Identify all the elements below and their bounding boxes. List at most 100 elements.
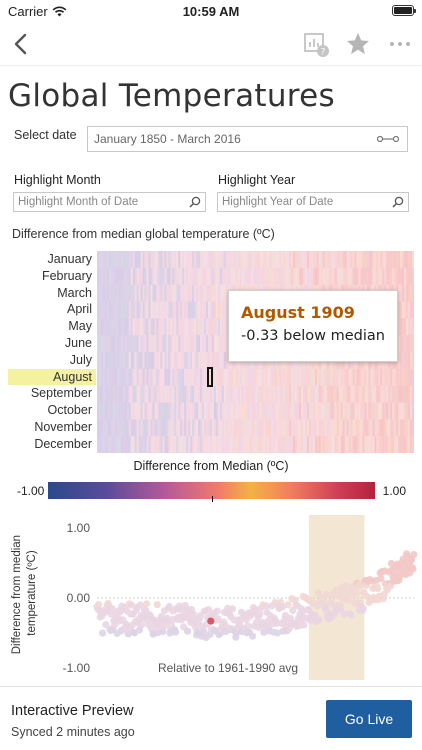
heatmap-cell	[259, 251, 263, 269]
heatmap-cell	[158, 251, 161, 269]
heatmap-cell	[322, 402, 326, 420]
heatmap-cell	[225, 419, 229, 437]
date-range-filter[interactable]: January 1850 - March 2016	[87, 126, 408, 152]
heatmap-cell	[158, 352, 161, 370]
heatmap-cell	[122, 301, 126, 319]
heatmap-cell	[118, 385, 122, 404]
heatmap-cell	[360, 251, 364, 269]
more-button[interactable]	[386, 30, 414, 58]
heatmap-cell	[350, 368, 354, 387]
heatmap-cell	[366, 436, 370, 453]
carrier-label: Carrier	[8, 4, 48, 19]
heatmap-cell	[158, 402, 161, 420]
heatmap-cell	[180, 335, 183, 353]
heatmap-cell	[229, 267, 233, 286]
heatmap-cell	[344, 385, 348, 404]
favorite-button[interactable]	[344, 30, 372, 58]
scatter-chart[interactable]: 1.000.00-1.00 Relative to 1961-1990 avg	[0, 510, 422, 685]
heatmap-cell	[400, 419, 403, 437]
selected-cell-marker	[207, 367, 213, 387]
heatmap-cell	[398, 267, 401, 286]
heatmap-cell	[97, 352, 100, 370]
heatmap-cell	[98, 385, 102, 404]
heatmap-cell	[297, 385, 300, 404]
heatmap-cell	[168, 301, 171, 319]
heatmap-cell	[164, 301, 167, 319]
heatmap-cell	[144, 402, 148, 420]
heatmap-cell	[203, 352, 207, 370]
heatmap-cell	[198, 251, 201, 269]
heatmap-cell	[285, 402, 288, 420]
heatmap-cell	[215, 301, 219, 319]
heatmap-cell	[144, 267, 148, 286]
heatmap-cell	[172, 318, 175, 336]
heatmap-cell	[340, 436, 344, 453]
heatmap-cell	[223, 318, 227, 336]
heatmap-cell	[372, 436, 375, 453]
month-label: January	[47, 252, 92, 266]
heatmap-cell	[188, 301, 191, 319]
heatmap-cell	[205, 402, 209, 420]
heatmap-cell	[406, 301, 409, 319]
heatmap-cell	[188, 284, 191, 303]
heatmap-cell	[402, 402, 405, 420]
heatmap-cell	[118, 436, 122, 453]
heatmap-cell	[374, 385, 377, 404]
heatmap-cell	[136, 352, 140, 370]
heatmap-cell	[184, 335, 187, 353]
heatmap-cell	[404, 368, 407, 387]
heatmap-cell	[328, 368, 332, 387]
chart-info-button[interactable]: ?	[302, 30, 330, 58]
search-icon	[189, 196, 201, 208]
star-icon	[347, 33, 369, 54]
heatmap-cell	[324, 251, 328, 269]
heatmap-cell	[184, 284, 187, 303]
heatmap-cell	[257, 419, 261, 437]
data-point	[143, 600, 151, 608]
heatmap-cell	[116, 402, 120, 420]
heatmap-cell	[283, 385, 286, 404]
heatmap-cell	[170, 301, 173, 319]
heatmap-cell	[402, 385, 405, 404]
heatmap-cell	[122, 419, 126, 437]
heatmap-cell	[227, 419, 231, 437]
heatmap-cell	[108, 284, 112, 303]
heatmap-cell	[372, 419, 375, 437]
heatmap-cell	[303, 419, 306, 437]
heatmap-cell	[196, 267, 199, 286]
heatmap-cell	[392, 251, 395, 269]
heatmap-cell	[154, 402, 158, 420]
data-point	[374, 585, 382, 593]
heatmap-cell	[194, 318, 197, 336]
heatmap-cell	[412, 284, 414, 303]
heatmap-cell	[354, 402, 358, 420]
heatmap-cell	[106, 318, 110, 336]
heatmap-cell	[269, 267, 272, 286]
heatmap-cell	[194, 385, 197, 404]
highlight-year-input[interactable]: Highlight Year of Date	[217, 192, 409, 212]
heatmap-cell	[364, 368, 368, 387]
go-live-button[interactable]: Go Live	[326, 700, 412, 738]
heatmap-cell	[358, 385, 362, 404]
heatmap-cell	[243, 419, 247, 437]
heatmap-cell	[308, 267, 312, 286]
heatmap-cell	[235, 402, 239, 420]
wifi-icon	[52, 6, 67, 17]
heatmap-cell	[257, 251, 261, 269]
heatmap-cell	[178, 301, 181, 319]
heatmap-cell	[160, 318, 163, 336]
heatmap-cell	[277, 251, 280, 269]
heatmap-cell	[352, 402, 356, 420]
heatmap-cell	[203, 318, 207, 336]
heatmap-cell	[233, 385, 237, 404]
heatmap-cell	[265, 402, 268, 420]
data-point	[213, 607, 221, 615]
heatmap-cell	[356, 385, 360, 404]
highlight-month-input[interactable]: Highlight Month of Date	[13, 192, 206, 212]
highlighted-data-point	[207, 617, 215, 625]
heatmap-cell	[404, 402, 407, 420]
heatmap-cell	[150, 335, 154, 353]
heatmap-cell	[211, 385, 215, 404]
heatmap-cell	[209, 251, 213, 269]
back-button[interactable]	[8, 30, 36, 58]
